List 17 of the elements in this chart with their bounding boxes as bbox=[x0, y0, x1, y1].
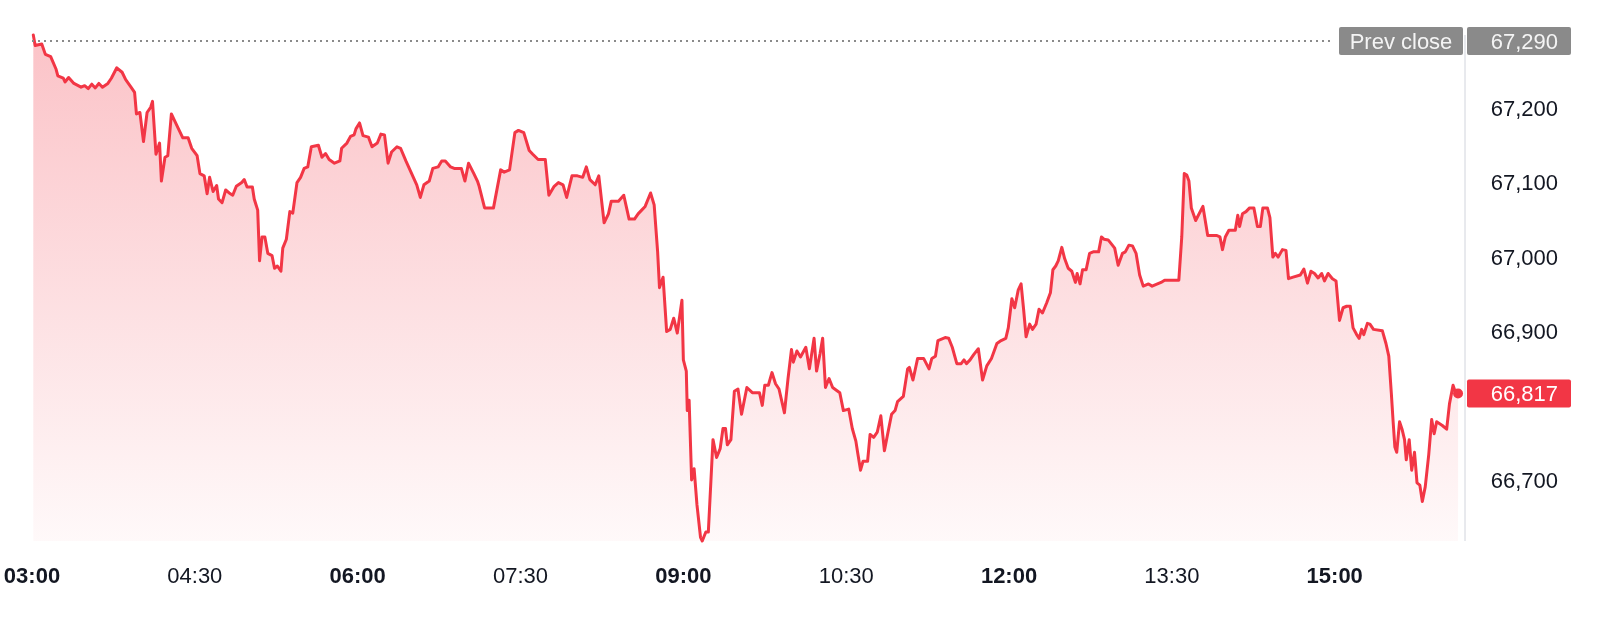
y-tick-label: 67,200 bbox=[1490, 95, 1558, 121]
x-tick-label: 06:00 bbox=[329, 563, 386, 588]
y-tick-label: 67,100 bbox=[1490, 170, 1558, 196]
x-tick-label: 13:30 bbox=[1144, 563, 1200, 588]
ref-line-label: Prev close bbox=[1349, 28, 1453, 54]
x-tick-label: 09:00 bbox=[655, 563, 712, 588]
y-tick-label: 67,000 bbox=[1490, 244, 1558, 270]
x-tick-label: 10:30 bbox=[818, 563, 874, 588]
x-tick-label: 12:00 bbox=[980, 563, 1038, 588]
x-tick-label: 03:00 bbox=[3, 563, 61, 588]
y-tick-label: 66,700 bbox=[1490, 468, 1558, 494]
y-tick-label: 66,900 bbox=[1490, 319, 1558, 345]
text: 67,290 bbox=[1490, 28, 1558, 54]
x-tick-label: 15:00 bbox=[1306, 563, 1363, 588]
x-tick-label: 04:30 bbox=[167, 563, 223, 588]
x-tick-label: 07:30 bbox=[492, 563, 549, 588]
annotation: 66,817 bbox=[1490, 381, 1558, 407]
